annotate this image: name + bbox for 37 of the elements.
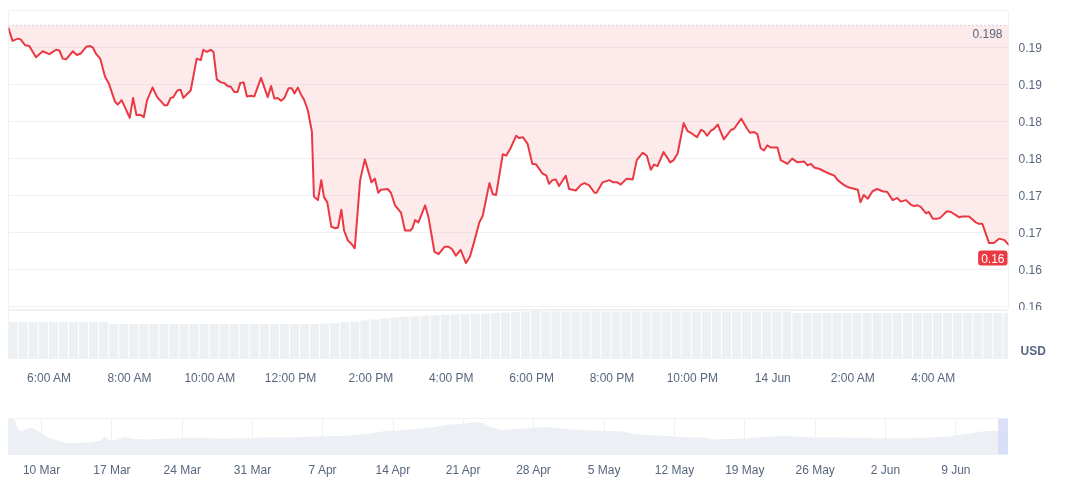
x-tick-label: 2:00 PM bbox=[348, 370, 394, 385]
x-tick-label: 2:00 AM bbox=[830, 370, 875, 385]
x-tick-label: 31 Mar bbox=[233, 462, 272, 477]
x-tick-label: 9 Jun bbox=[941, 462, 971, 477]
x-tick-label: 10 Mar bbox=[22, 462, 61, 477]
x-tick-label: 5 May bbox=[587, 462, 621, 477]
y-tick-label: 0.17 bbox=[1018, 226, 1043, 241]
x-tick-label: 26 May bbox=[795, 462, 835, 477]
x-tick-label: 21 Apr bbox=[445, 462, 481, 477]
x-tick-label: 24 Mar bbox=[163, 462, 201, 477]
x-tick-label: 8:00 PM bbox=[589, 370, 635, 385]
x-tick-label: 28 Apr bbox=[516, 462, 551, 477]
y-tick-label: 0.18 bbox=[1018, 115, 1043, 130]
y-tick-label: 0.18 bbox=[1018, 152, 1043, 167]
y-tick-label: 0.19 bbox=[1018, 41, 1043, 56]
y-tick-label: 0.16 bbox=[1018, 263, 1043, 278]
x-tick-label: 4:00 AM bbox=[911, 370, 956, 385]
y-tick-label: 0.16 bbox=[1018, 299, 1043, 314]
x-tick-label: 17 Mar bbox=[93, 462, 131, 477]
x-tick-label: 19 May bbox=[725, 462, 765, 477]
y-tick-label: 0.17 bbox=[1018, 189, 1043, 204]
x-tick-label: 7 Apr bbox=[308, 462, 337, 477]
y-axis-title: USD bbox=[1020, 343, 1047, 358]
annotation: 0.16 bbox=[981, 251, 1005, 266]
y-tick-label: 0.19 bbox=[1018, 78, 1043, 93]
x-tick-label: 12:00 PM bbox=[264, 370, 317, 385]
x-tick-label: 8:00 AM bbox=[107, 370, 152, 385]
x-tick-label: 4:00 PM bbox=[428, 370, 474, 385]
x-tick-label: 2 Jun bbox=[870, 462, 901, 477]
x-tick-label: 14 Jun bbox=[754, 370, 791, 385]
x-tick-label: 10:00 AM bbox=[184, 370, 236, 385]
ref-line-label: 0.198 bbox=[972, 27, 1003, 42]
x-tick-label: 12 May bbox=[654, 462, 695, 477]
x-tick-label: 6:00 PM bbox=[509, 370, 554, 385]
x-tick-label: 6:00 AM bbox=[27, 370, 72, 385]
x-tick-label: 10:00 PM bbox=[666, 370, 719, 385]
x-tick-label: 14 Apr bbox=[375, 462, 411, 477]
